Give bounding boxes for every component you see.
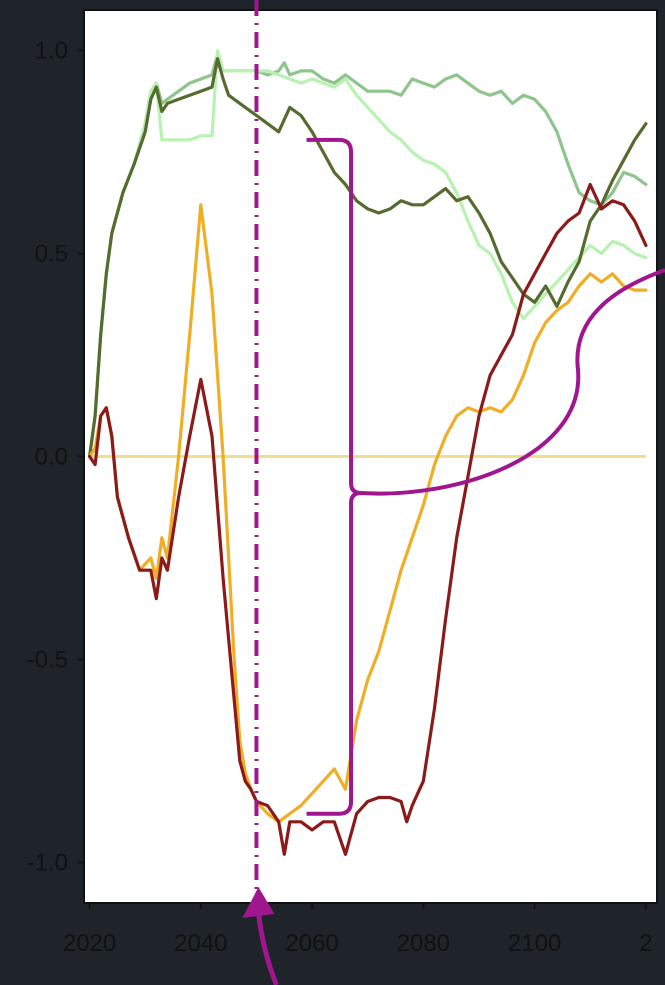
x-tick-label: 2040 xyxy=(174,930,227,957)
y-tick-label: 0.5 xyxy=(35,241,68,268)
curved-connector-line xyxy=(360,268,665,496)
series-line-5 xyxy=(87,182,648,856)
y-tick-label: 1.0 xyxy=(35,38,68,65)
x-tick-label: 2060 xyxy=(285,930,338,957)
x-tick-label: 2 xyxy=(639,930,652,957)
x-tick-label: 2080 xyxy=(397,930,450,957)
axis-layer: 1.0 0.5 0.0 -0.5 -1.0 2020 2040 2060 2080 2100 2 xyxy=(27,38,653,957)
plot-content xyxy=(87,48,648,856)
arrow-shaft xyxy=(255,911,279,985)
y-tick-label: -0.5 xyxy=(27,646,68,673)
series-line-4 xyxy=(87,203,648,824)
y-tick-label: 0.0 xyxy=(35,444,68,471)
bracket-annotation xyxy=(306,137,362,816)
x-tick-label: 2020 xyxy=(63,930,116,957)
y-tick-label: -1.0 xyxy=(27,849,68,876)
annotation-layer xyxy=(242,0,665,985)
arrow-head-icon xyxy=(242,887,275,918)
x-tick-label: 2100 xyxy=(508,930,561,957)
series-line-3 xyxy=(87,57,648,459)
